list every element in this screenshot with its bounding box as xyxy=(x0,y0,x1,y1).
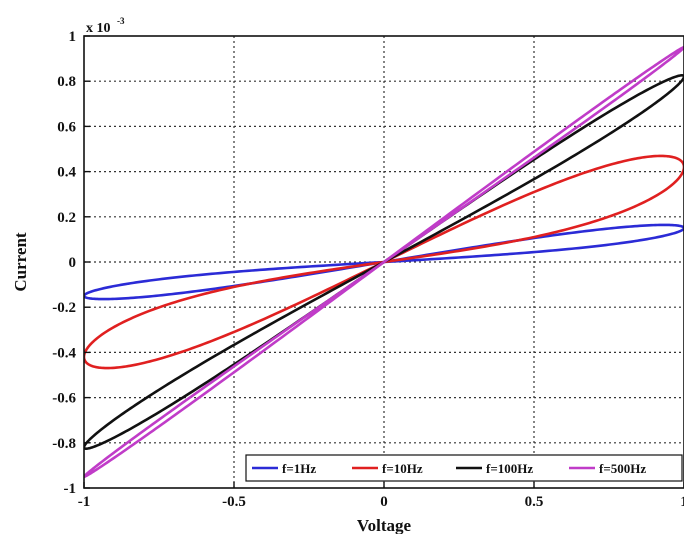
legend-box xyxy=(245,454,683,482)
tick-labels: -1 -0.5 0 0.5 1 -1 -0.8 -0.6 -0.4 -0.2 0 0.2 0.4 0.6 0… xyxy=(52,29,684,510)
x-tick-label: 1 xyxy=(680,494,684,510)
legend-label: f=500Hz xyxy=(599,461,646,476)
x-axis-label: Voltage xyxy=(357,516,412,534)
y-tick-label: 0 xyxy=(69,255,77,271)
y-tick-label: 1 xyxy=(69,29,77,45)
series-curves xyxy=(84,45,684,479)
legend-label: f=10Hz xyxy=(382,461,423,476)
legend-label: f=1Hz xyxy=(282,461,316,476)
y-tick-label: -0.8 xyxy=(52,436,76,452)
y-tick-label: 0.8 xyxy=(57,74,76,90)
y-exponent-power: -3 xyxy=(117,16,125,26)
y-tick-label: 0.2 xyxy=(57,210,76,226)
x-tick-label: -0.5 xyxy=(222,494,246,510)
x-tick-label: 0.5 xyxy=(525,494,544,510)
y-tick-label: 0.6 xyxy=(57,119,76,135)
y-tick-label: -0.4 xyxy=(52,345,76,361)
y-tick-label: -0.6 xyxy=(52,391,76,407)
series-line-f-500hz xyxy=(84,45,684,479)
y-tick-label: -0.2 xyxy=(52,300,76,316)
legend: f=1Hz f=10Hz f=100Hz f=500Hz xyxy=(245,454,683,482)
x-tick-label: 0 xyxy=(380,494,388,510)
y-exponent-label: x 10 xyxy=(86,21,111,36)
y-tick-label: 0.4 xyxy=(57,165,76,181)
y-tick-label: -1 xyxy=(64,481,77,497)
x-tick-label: -1 xyxy=(78,494,91,510)
y-axis-label: Current xyxy=(11,232,30,292)
axis-ticks xyxy=(83,35,684,489)
legend-label: f=100Hz xyxy=(486,461,533,476)
